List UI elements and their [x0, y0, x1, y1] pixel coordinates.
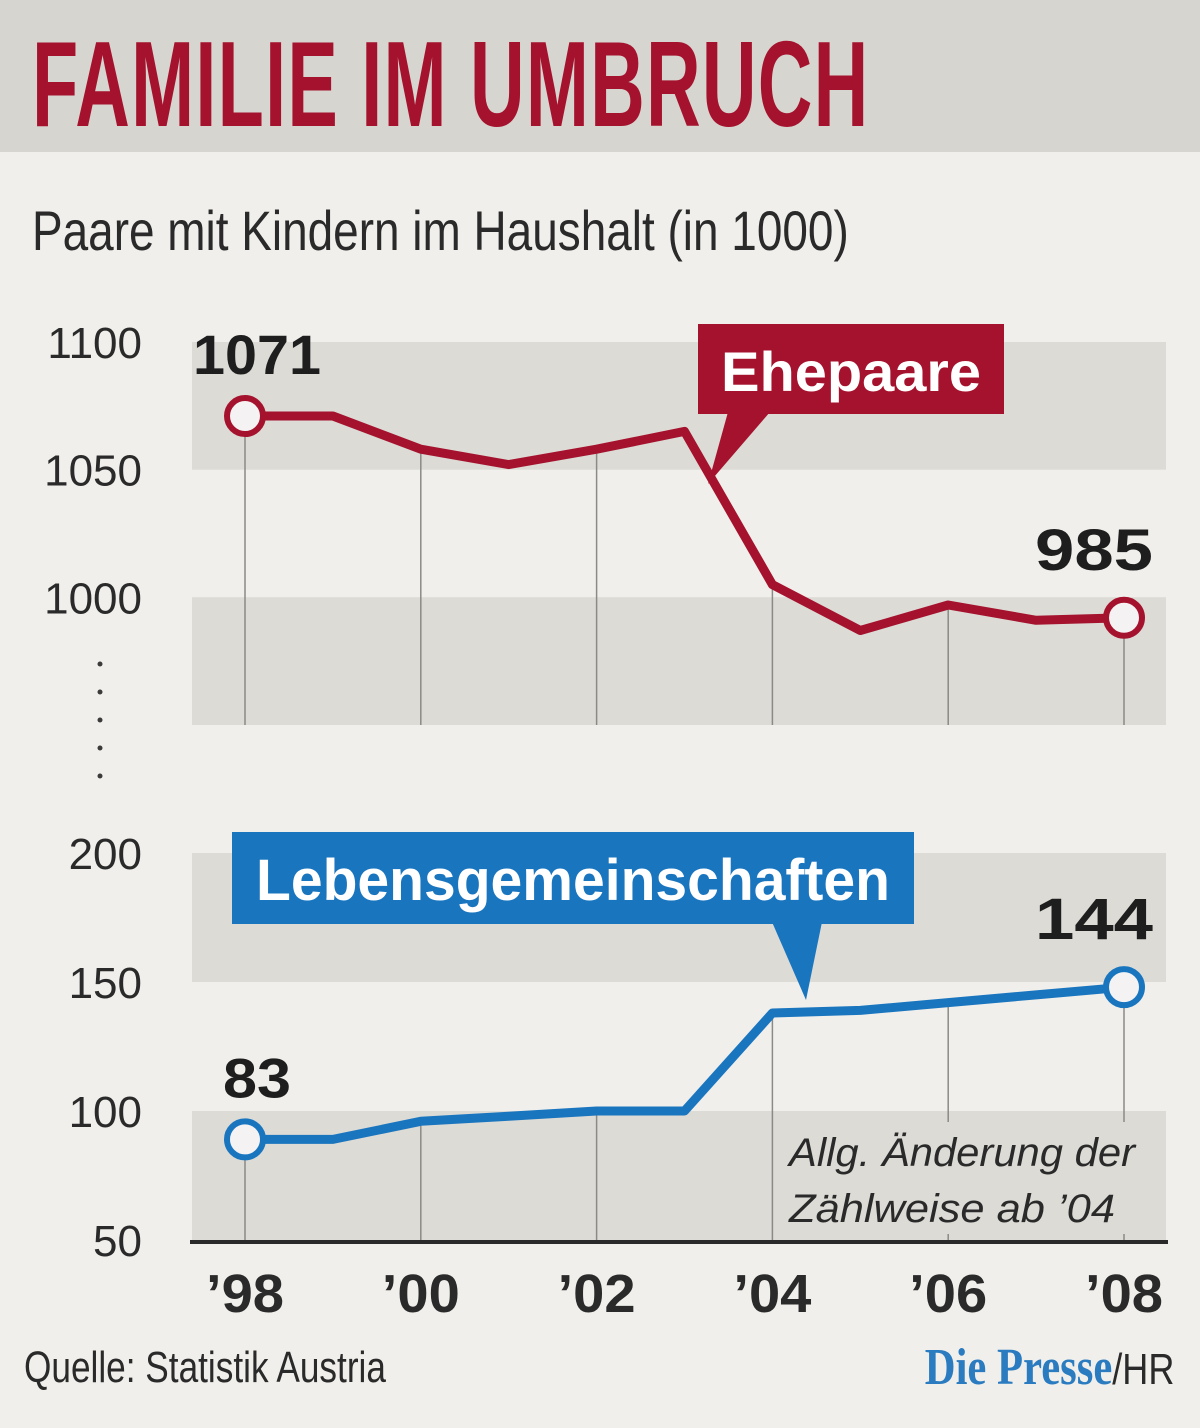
publisher-logo: Die Presse/HR: [924, 1338, 1174, 1397]
axis-break-dot: [97, 745, 103, 751]
annotation-line-2: Zählweise ab ’04: [788, 1187, 1115, 1231]
start-point-marker: [224, 395, 266, 438]
axis-break-dot: [97, 661, 103, 667]
x-tick-label: ’00: [382, 1264, 460, 1324]
lebensgemeinschaften-label-box: [232, 832, 914, 924]
chart-subtitle: Paare mit Kindern im Haushalt (in 1000): [32, 199, 849, 262]
lebensgemeinschaften-label: Lebensgemeinschaften: [256, 848, 890, 913]
y-tick-label: 100: [69, 1088, 142, 1137]
y-tick-label: 150: [69, 959, 142, 1008]
ehepaare-label-pointer: [708, 412, 770, 484]
y-tick-label: 1050: [44, 447, 142, 496]
start-value-label: 1071: [193, 323, 321, 386]
publisher-name: Die Presse: [924, 1339, 1112, 1396]
y-tick-label: 200: [69, 830, 142, 879]
x-tick-label: ’98: [206, 1264, 284, 1324]
annotation-background: [778, 1122, 1148, 1234]
source-note: Quelle: Statistik Austria: [24, 1343, 386, 1392]
grid-band: [192, 342, 1166, 470]
ehepaare-label-box: [698, 324, 1004, 414]
start-point-marker: [224, 1118, 266, 1161]
end-point-marker: [1103, 966, 1145, 1009]
annotation-line-1: Allg. Änderung der: [787, 1131, 1137, 1175]
y-tick-label: 1000: [44, 574, 142, 623]
start-value-label: 83: [223, 1046, 291, 1109]
axis-break-dot: [97, 689, 103, 695]
author-initials: /HR: [1111, 1345, 1174, 1394]
x-tick-label: ’06: [909, 1264, 987, 1324]
x-tick-label: ’02: [558, 1264, 636, 1324]
header-band: [0, 0, 1200, 152]
lebensgemeinschaften-label-pointer: [772, 922, 822, 1000]
series-line-ehepaare: [240, 411, 1129, 635]
chart-title: FAMILIE IM UMBRUCH: [32, 16, 870, 152]
axis-break-dot: [97, 717, 103, 723]
axis-break-dot: [97, 773, 103, 779]
end-point-marker: [1103, 596, 1145, 639]
x-tick-label: ’04: [733, 1264, 811, 1324]
series-line-lebensgemeinschaften: [240, 982, 1129, 1144]
y-tick-label: 50: [93, 1217, 142, 1266]
end-value-label: 144: [1035, 887, 1153, 952]
y-tick-label: 1100: [47, 319, 142, 368]
ehepaare-label: Ehepaare: [721, 340, 981, 403]
x-tick-label: ’08: [1085, 1264, 1163, 1324]
end-value-label: 985: [1035, 518, 1153, 583]
